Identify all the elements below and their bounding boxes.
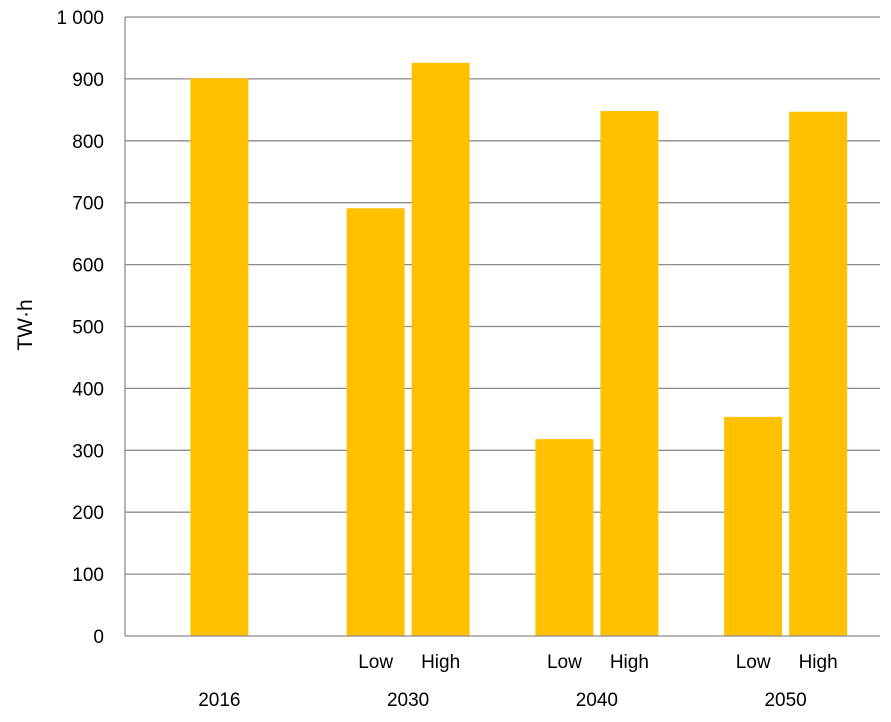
- bar-sub-label: High: [421, 652, 460, 673]
- x-category-label: 2016: [198, 690, 240, 711]
- x-category-label: 2030: [387, 690, 429, 711]
- bar-2030-low: [346, 208, 405, 636]
- bar-2050-high: [789, 111, 848, 636]
- labels: 0 100 200 300 400 500 600 700 800 900 1 000 2016 Low…: [56, 8, 837, 711]
- bar-sub-label: Low: [547, 652, 582, 673]
- gridlines: [125, 16, 880, 575]
- y-tick-label: 0: [93, 627, 104, 648]
- y-tick-label: 300: [72, 441, 104, 462]
- axes: [124, 17, 880, 637]
- y-tick-label: 400: [72, 379, 104, 400]
- bar-sub-label: Low: [736, 652, 771, 673]
- y-tick-label: 1 000: [56, 8, 104, 29]
- y-axis-title: TW·h: [14, 299, 37, 350]
- y-tick-label: 200: [72, 503, 104, 524]
- bar-2016: [190, 78, 249, 636]
- y-tick-label: 100: [72, 565, 104, 586]
- y-tick-label: 700: [72, 194, 104, 215]
- bar-2040-high: [600, 111, 659, 636]
- bar-2030-high: [411, 62, 470, 636]
- y-tick-label: 500: [72, 318, 104, 339]
- y-tick-label: 600: [72, 256, 104, 277]
- bar-2050-low: [724, 416, 783, 636]
- y-tick-label: 900: [72, 70, 104, 91]
- bars: [190, 62, 848, 636]
- x-category-label: 2050: [764, 690, 806, 711]
- bar-2040-low: [535, 439, 594, 636]
- bar-sub-label: Low: [358, 652, 393, 673]
- bar-sub-label: High: [799, 652, 838, 673]
- y-tick-label: 800: [72, 132, 104, 153]
- bar-sub-label: High: [610, 652, 649, 673]
- x-category-label: 2040: [576, 690, 618, 711]
